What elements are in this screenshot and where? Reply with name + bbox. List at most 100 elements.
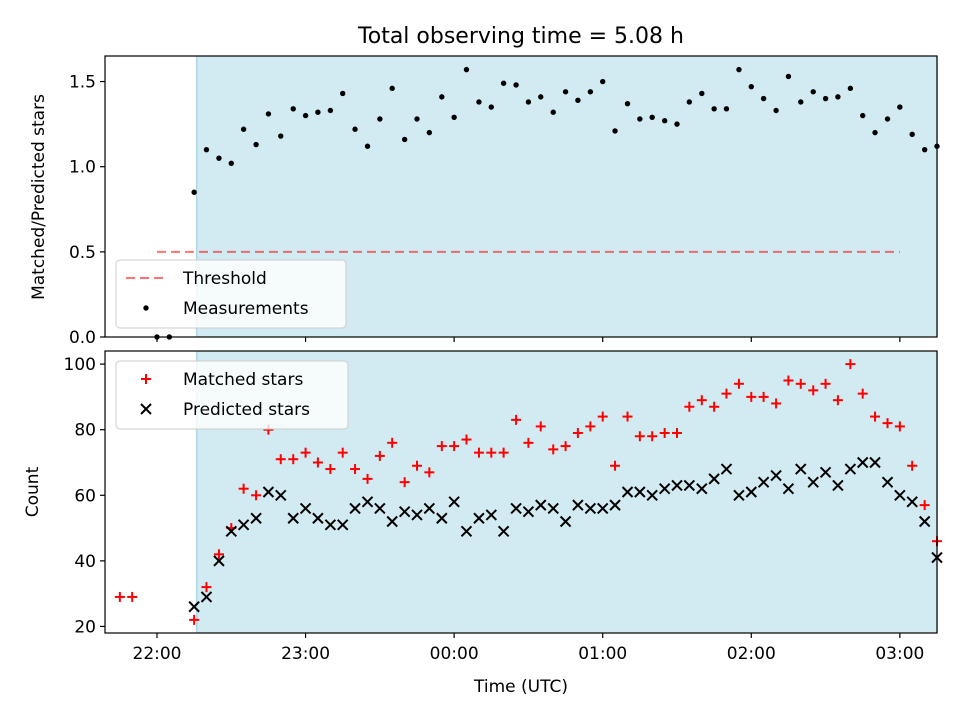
measurement-point — [352, 126, 358, 132]
predicted-star-point — [609, 499, 621, 511]
y-axis-label: Matched/Predicted stars — [29, 94, 49, 300]
predicted-star-point — [423, 502, 436, 515]
predicted-star-marker-b — [584, 502, 597, 515]
matched-star-point — [882, 418, 893, 429]
predicted-star-marker-b — [844, 463, 857, 475]
predicted-star-point — [658, 483, 671, 495]
predicted-star-marker-b — [436, 512, 448, 524]
measurement-point — [290, 106, 296, 112]
measurement-point — [401, 136, 408, 143]
predicted-star-point — [844, 463, 857, 475]
predicted-star-marker-b — [770, 469, 782, 482]
predicted-star-point — [782, 483, 795, 495]
legend-label: Measurements — [183, 299, 309, 319]
measurement-point — [216, 155, 222, 161]
matched-star-point — [473, 447, 484, 458]
measurement-point — [810, 89, 816, 95]
matched-star-point — [535, 421, 546, 432]
predicted-star-marker-b — [894, 489, 906, 501]
predicted-star-point — [795, 463, 807, 475]
predicted-star-marker-b — [671, 479, 683, 492]
matched-star-point — [350, 464, 361, 475]
predicted-star-marker-b — [349, 502, 361, 515]
predicted-star-point — [671, 479, 683, 492]
predicted-star-point — [213, 555, 225, 567]
predicted-star-point — [621, 486, 634, 498]
predicted-star-marker-b — [522, 505, 535, 518]
predicted-star-point — [250, 512, 262, 524]
y-tick-label: 20 — [74, 617, 96, 637]
measurement-point — [327, 107, 334, 114]
predicted-star-marker-b — [460, 525, 473, 538]
predicted-star-point — [584, 502, 597, 515]
legend-measurements-swatch — [143, 305, 149, 311]
predicted-star-marker-b — [795, 463, 807, 475]
matched-star-point — [894, 421, 905, 432]
predicted-star-point — [374, 502, 386, 515]
predicted-star-marker-b — [906, 496, 918, 508]
predicted-star-point — [188, 601, 200, 613]
predicted-star-point — [646, 489, 658, 501]
predicted-star-point — [770, 469, 782, 482]
matched-star-point — [238, 483, 249, 494]
predicted-star-point — [535, 499, 547, 511]
matched-star-point — [399, 477, 410, 488]
predicted-star-point — [460, 525, 473, 538]
measurement-point — [884, 116, 891, 122]
measurement-point — [340, 90, 346, 97]
matched-star-point — [746, 391, 757, 402]
legend-predicted-swatch-b — [140, 403, 152, 415]
predicted-star-marker-b — [485, 509, 497, 521]
measurement-point — [538, 94, 544, 100]
matched-star-point — [189, 614, 200, 625]
predicted-star-marker-b — [869, 456, 881, 469]
predicted-star-point — [857, 456, 869, 469]
measurement-point — [822, 95, 829, 102]
y-tick-label: 40 — [74, 552, 96, 572]
matched-star-point — [832, 395, 843, 406]
predicted-star-marker-b — [819, 466, 832, 479]
predicted-star-point — [733, 489, 745, 501]
matched-star-point — [486, 447, 497, 458]
matched-star-point — [449, 441, 460, 452]
predicted-star-marker-b — [423, 502, 436, 515]
measurement-point — [315, 109, 321, 115]
matched-star-point — [709, 401, 720, 412]
matched-star-point — [771, 398, 782, 409]
predicted-star-marker-b — [386, 515, 398, 528]
measurement-point — [612, 128, 618, 134]
measurement-point — [847, 85, 854, 92]
predicted-star-point — [634, 486, 646, 498]
measurement-point — [488, 104, 494, 110]
matched-star-point — [213, 549, 224, 560]
measurement-point — [476, 99, 482, 105]
predicted-star-point — [894, 489, 906, 501]
predicted-star-point — [312, 512, 324, 524]
series-measurements — [154, 66, 915, 340]
measurement-point — [637, 116, 643, 122]
matched-star-point — [808, 385, 819, 396]
predicted-star-point — [510, 502, 522, 515]
measurement-point — [228, 160, 234, 166]
matched-star-point — [721, 388, 732, 399]
y-tick-label: 60 — [74, 486, 96, 506]
x-tick-label: 02:00 — [727, 644, 776, 664]
predicted-star-point — [398, 505, 411, 518]
predicted-star-marker-b — [287, 512, 299, 524]
predicted-star-marker-b — [609, 499, 621, 511]
predicted-star-marker-b — [621, 486, 634, 498]
measurement-point — [302, 112, 309, 119]
chart-title: Total observing time = 5.08 h — [357, 24, 684, 49]
measurement-point — [686, 99, 693, 105]
measurement-point — [562, 89, 569, 95]
x-tick-label: 23:00 — [281, 644, 330, 664]
predicted-star-marker-b — [473, 512, 485, 524]
predicted-star-point — [349, 502, 361, 515]
predicted-star-point — [547, 502, 559, 515]
predicted-star-marker-b — [634, 486, 646, 498]
predicted-star-marker-b — [225, 525, 237, 538]
y-tick-label: 0.0 — [69, 328, 96, 348]
legend: Threshold Measurements — [115, 259, 347, 329]
predicted-star-point — [918, 515, 931, 528]
predicted-star-marker-b — [299, 502, 312, 515]
